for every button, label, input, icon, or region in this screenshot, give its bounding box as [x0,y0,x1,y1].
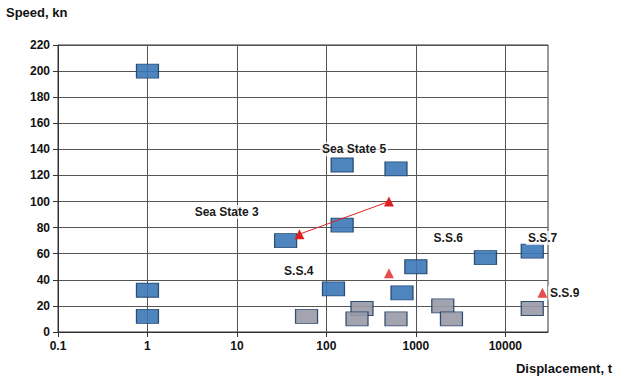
svg-text:S.S.6: S.S.6 [434,231,464,245]
svg-text:Sea State 5: Sea State 5 [322,142,386,156]
svg-text:220: 220 [30,38,50,52]
svg-text:80: 80 [37,221,51,235]
svg-text:10: 10 [230,339,244,353]
svg-text:60: 60 [37,247,51,261]
svg-text:S.S.9: S.S.9 [550,286,580,300]
svg-text:100: 100 [30,195,50,209]
svg-text:180: 180 [30,90,50,104]
svg-text:160: 160 [30,116,50,130]
svg-text:140: 140 [30,142,50,156]
svg-text:1: 1 [144,339,151,353]
svg-text:0: 0 [43,325,50,339]
svg-text:Displacement, t: Displacement, t [516,361,613,376]
svg-text:20: 20 [37,299,51,313]
svg-text:120: 120 [30,168,50,182]
svg-text:1000: 1000 [403,339,430,353]
svg-text:200: 200 [30,64,50,78]
svg-text:S.S.7: S.S.7 [528,231,558,245]
svg-text:100: 100 [316,339,336,353]
svg-text:Speed, kn: Speed, kn [6,5,67,20]
svg-text:40: 40 [37,273,51,287]
svg-text:S.S.4: S.S.4 [284,264,314,278]
svg-text:10000: 10000 [489,339,523,353]
svg-text:Sea State 3: Sea State 3 [195,205,259,219]
svg-text:0.1: 0.1 [50,339,67,353]
